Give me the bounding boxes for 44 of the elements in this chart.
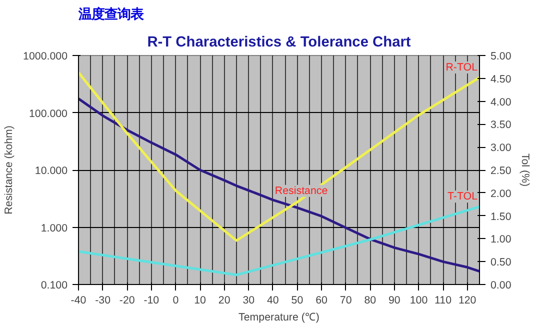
line-series [78,97,480,273]
y2-tick-label: 0.50 [490,256,512,269]
x-tick-label: 50 [291,294,304,306]
y-tick-label: 1000.000 [23,50,68,62]
y2-tick-label: 4.50 [490,73,512,86]
series-label: Resistance [274,184,328,197]
x-tick-label: 70 [340,294,352,306]
y2-tick-label: 0.00 [490,280,512,292]
y-axis-title: Resistance (kohm) [3,126,16,214]
series-label: R-TOL [446,61,478,74]
line-series [78,205,480,276]
y2-tick-label: 3.50 [490,119,512,132]
x-tick-label: 90 [388,294,400,306]
x-tick-label: 10 [194,294,206,306]
line-series [78,71,480,242]
y-tick-label: 0.100 [40,280,68,292]
x-tick-label: 100 [410,294,428,306]
x-tick-label: -10 [144,294,160,306]
x-tick-label: 0 [172,294,179,306]
y-tick-label: 1.000 [40,222,68,234]
y2-tick-label: 2.50 [490,165,512,177]
y-tick-label: 10.000 [34,165,68,177]
y-tick-label: 100.000 [28,108,68,120]
x-tick-label: 80 [364,294,376,306]
chart-title: 温度查询表 [78,6,144,22]
y2-axis-title: Tol (%) [519,153,532,187]
x-tick-label: 40 [267,294,279,306]
x-tick-label: -20 [119,294,135,306]
x-tick-label: 30 [242,294,255,306]
y2-tick-label: 3.00 [490,142,512,154]
x-tick-label: 110 [434,294,452,306]
y2-tick-label: 2.00 [490,188,512,200]
x-tick-label: 120 [458,294,476,306]
y2-tick-label: 1.00 [490,234,512,246]
y2-tick-label: 4.00 [490,96,512,108]
x-tick-label: -40 [70,294,86,306]
y2-tick-label: 5.00 [490,50,512,62]
chart-subtitle: R-T Characteristics & Tolerance Chart [147,34,411,50]
x-axis-title: Temperature (℃) [238,312,320,324]
series-label: T-TOL [448,190,478,203]
y2-tick-label: 1.50 [490,210,512,223]
x-tick-label: -30 [95,294,111,306]
x-tick-label: 60 [316,294,328,306]
x-tick-label: 20 [218,294,230,306]
